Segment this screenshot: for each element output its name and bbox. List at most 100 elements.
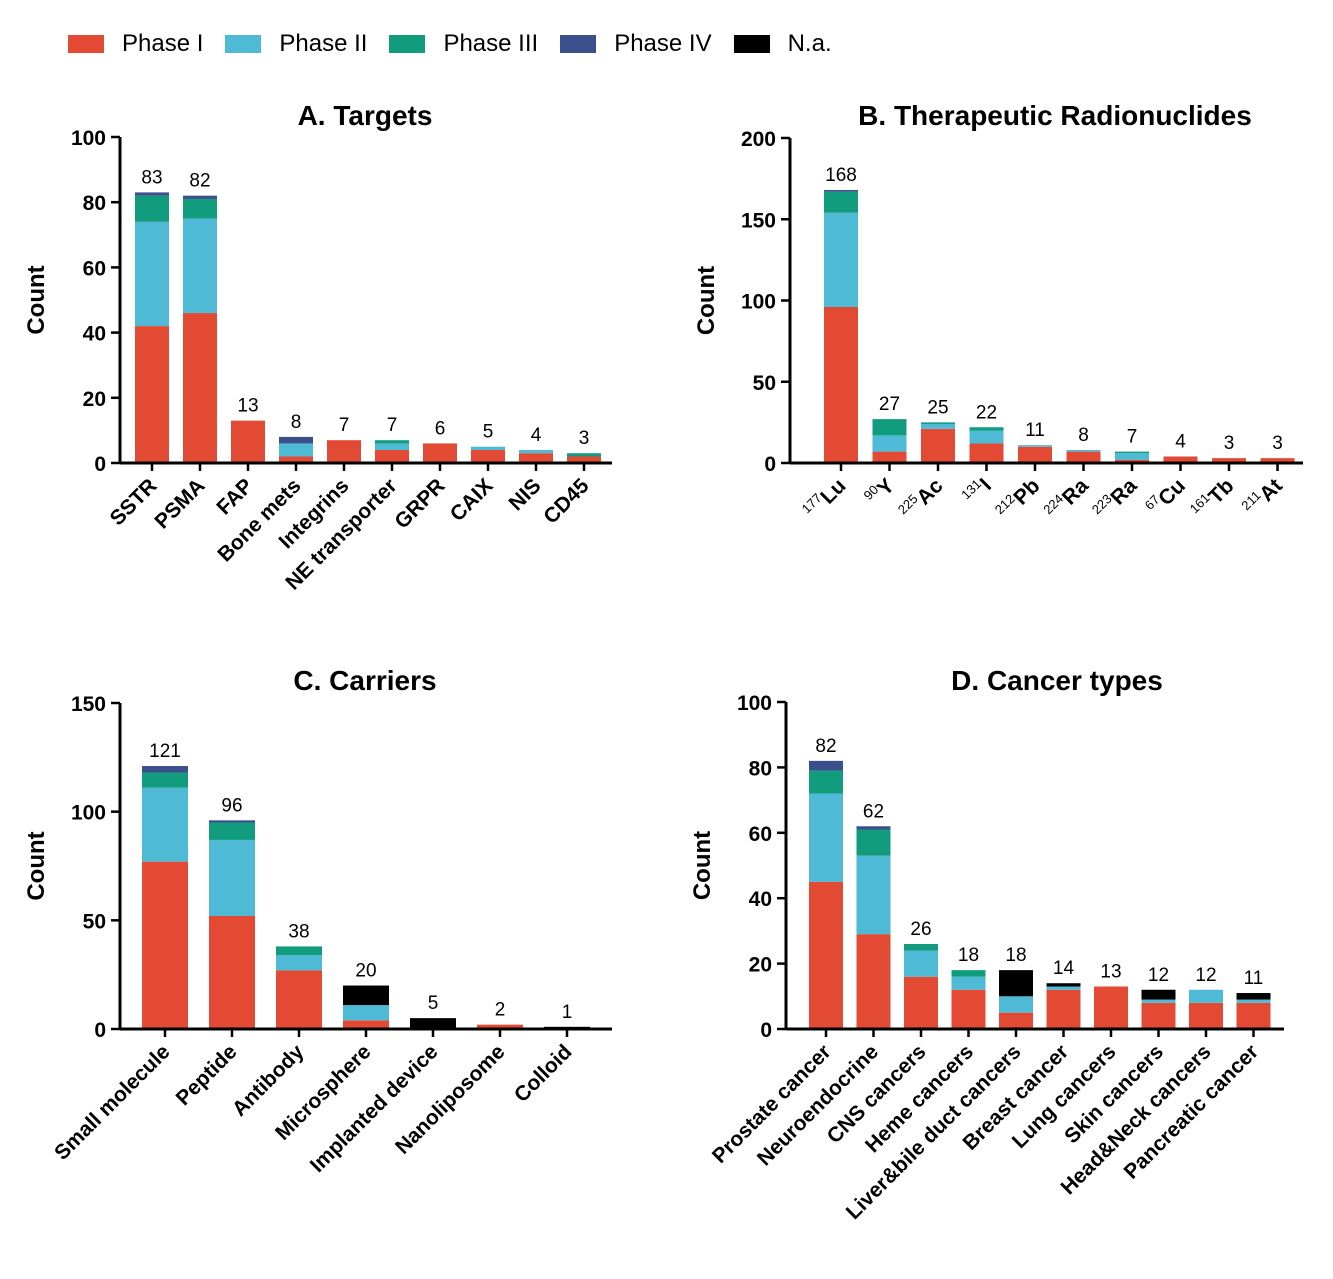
- y-tick-label: 60: [83, 257, 106, 280]
- legend-swatch-phase-2: [225, 35, 262, 53]
- data-label: 13: [1100, 961, 1121, 982]
- bar-segment: [809, 760, 843, 771]
- bar-segment: [279, 436, 313, 444]
- bar-segment: [519, 449, 553, 454]
- bar-segment: [343, 985, 389, 1006]
- legend-item-na: N.a.: [733, 30, 832, 58]
- x-tick-label: Peptide: [172, 1040, 242, 1110]
- bar-segment: [999, 1012, 1033, 1029]
- y-tick-label: 150: [71, 693, 106, 716]
- x-tick-label: 161Tb: [1187, 472, 1239, 524]
- x-tick-label: Small molecule: [50, 1040, 174, 1164]
- bar-segment: [276, 946, 322, 956]
- y-tick-label: 50: [753, 372, 776, 395]
- bar-segment: [1141, 989, 1176, 1000]
- y-tick-label: 50: [83, 910, 106, 933]
- data-label: 27: [879, 394, 900, 415]
- y-tick-label: 100: [737, 692, 772, 715]
- bar-segment: [477, 1024, 523, 1029]
- x-tick-label: Colloid: [510, 1040, 577, 1107]
- bar-segment: [904, 976, 938, 1029]
- bar-segment: [343, 1005, 389, 1021]
- bar-segment: [183, 313, 217, 463]
- legend-swatch-na: [733, 35, 770, 53]
- bar-segment: [904, 943, 938, 951]
- x-tick-label: NIS: [505, 474, 546, 515]
- bar-segment: [809, 881, 843, 1029]
- data-label: 11: [1244, 968, 1264, 989]
- bar-segment: [343, 1020, 389, 1029]
- y-axis-label: Count: [23, 265, 50, 334]
- bar-segment: [1018, 445, 1052, 447]
- y-tick-label: 40: [749, 888, 772, 911]
- data-label: 12: [1195, 965, 1216, 986]
- x-tick-label: CD45: [539, 474, 593, 528]
- bar-segment: [423, 443, 457, 463]
- data-label: 96: [221, 795, 242, 816]
- bar-segment: [1094, 986, 1128, 1029]
- y-tick-label: 100: [741, 291, 776, 314]
- y-axis-label: Count: [23, 831, 50, 900]
- data-label: 8: [291, 412, 302, 433]
- x-tick-label: Implanted device: [306, 1040, 443, 1177]
- data-label: 13: [237, 396, 258, 417]
- bar-segment: [1046, 983, 1081, 987]
- data-label: 5: [428, 993, 439, 1014]
- x-tick-label: SSTR: [106, 474, 162, 530]
- legend-swatch-phase-3: [389, 35, 426, 53]
- bar-segment: [231, 420, 265, 463]
- data-label: 4: [531, 425, 542, 446]
- chart-title: A. Targets: [298, 100, 433, 131]
- chart-title: C. Carriers: [293, 665, 436, 696]
- bar-segment: [824, 307, 858, 463]
- x-tick-label: CAIX: [446, 474, 498, 526]
- data-label: 7: [387, 415, 398, 436]
- bar-segment: [1189, 1002, 1223, 1029]
- data-label: 83: [141, 167, 162, 188]
- data-label: 7: [1127, 427, 1138, 448]
- legend-label-phase-4: Phase IV: [614, 30, 712, 57]
- y-tick-label: 150: [741, 209, 776, 232]
- y-tick-label: 0: [94, 453, 106, 476]
- data-label: 3: [1224, 433, 1235, 454]
- x-tick-label: 67Cu: [1142, 472, 1190, 520]
- data-label: 7: [339, 415, 350, 436]
- bar-segment: [567, 456, 601, 463]
- bar-segment: [951, 989, 986, 1029]
- bar-segment: [856, 855, 891, 935]
- bar-segment: [1260, 458, 1295, 463]
- bar-segment: [142, 861, 188, 1029]
- bar-segment: [1236, 1002, 1271, 1029]
- data-label: 25: [927, 397, 948, 418]
- y-tick-label: 60: [749, 823, 772, 846]
- bar-segment: [519, 453, 553, 463]
- bar-segment: [471, 446, 505, 450]
- bar-segment: [856, 826, 891, 830]
- x-tick-label: PSMA: [150, 474, 209, 533]
- x-tick-label: 224Ra: [1040, 472, 1093, 525]
- data-label: 62: [863, 801, 884, 822]
- bar-segment: [1046, 989, 1081, 1029]
- bar-segment: [375, 449, 409, 463]
- bar-segment: [872, 451, 907, 463]
- data-label: 4: [1175, 432, 1186, 453]
- data-label: 3: [1272, 433, 1283, 454]
- data-label: 38: [288, 921, 309, 942]
- data-label: 8: [1078, 425, 1089, 446]
- data-label: 1: [562, 1002, 573, 1023]
- bar-segment: [1236, 993, 1271, 1000]
- bar-segment: [1115, 451, 1149, 454]
- legend-label-phase-2: Phase II: [279, 30, 368, 57]
- bar-segment: [809, 793, 843, 882]
- legend: Phase I Phase II Phase III Phase IV N.a.: [68, 28, 854, 60]
- bar-segment: [872, 419, 907, 436]
- bar-segment: [1163, 456, 1198, 463]
- data-label: 3: [579, 428, 590, 449]
- legend-item-phase-3: Phase III: [389, 30, 538, 58]
- bar-segment: [375, 440, 409, 444]
- legend-item-phase-4: Phase IV: [560, 30, 712, 58]
- bar-segment: [1066, 451, 1101, 463]
- legend-item-phase-2: Phase II: [225, 30, 367, 58]
